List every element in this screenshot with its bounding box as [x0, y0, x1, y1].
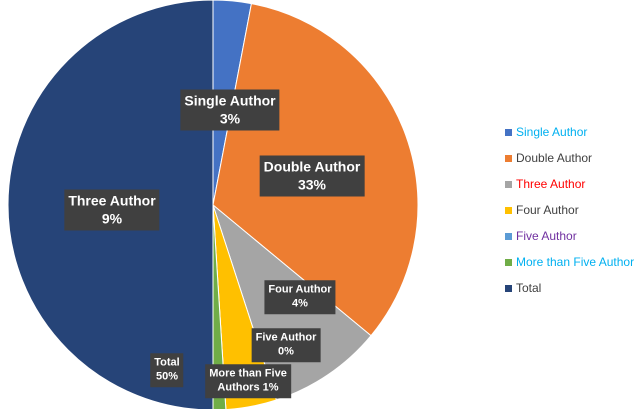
data-label-value-line: 33%: [264, 176, 361, 194]
data-label-value: 50%: [155, 370, 179, 382]
data-label: Four Author 4%: [264, 280, 336, 314]
legend-label: More than Five Author: [516, 255, 635, 269]
legend-swatch: [505, 129, 512, 136]
data-label: Double Author 33%: [259, 155, 365, 197]
data-label-name: Three Author: [68, 192, 156, 209]
data-label-value: 3%: [219, 110, 241, 126]
data-label-name: More than Five: [209, 367, 287, 380]
data-label-name-suffix: Authors: [217, 381, 260, 393]
data-label-value-line: Authors 1%: [209, 381, 287, 395]
legend-item: Five Author: [505, 229, 577, 243]
legend-swatch: [505, 233, 512, 240]
data-label-value-line: 9%: [68, 210, 155, 228]
data-label-name: Single Author: [184, 92, 276, 109]
legend-label: Double Author: [516, 151, 593, 165]
data-label-value-line: 50%: [154, 370, 179, 384]
legend-item: Single Author: [505, 125, 587, 139]
legend-label: Single Author: [516, 125, 588, 139]
pie-slice: [212, 204, 227, 409]
legend-item: More than Five Author: [505, 255, 634, 269]
legend-label: Four Author: [516, 203, 579, 217]
legend-swatch: [505, 285, 512, 292]
data-label: Five Author 0%: [251, 328, 321, 362]
legend-label: Five Author: [516, 229, 577, 243]
legend-item: Four Author: [505, 203, 579, 217]
legend-item: Double Author: [505, 151, 592, 165]
data-label-name: Five Author: [255, 331, 317, 344]
legend-label: Total: [516, 281, 542, 295]
data-label-value-line: 4%: [268, 297, 331, 311]
legend-label: Three Author: [516, 177, 586, 191]
data-label-value-line: 0%: [256, 345, 317, 359]
data-label: Three Author 9%: [64, 189, 160, 231]
data-label-name: Double Author: [263, 158, 361, 175]
data-label-value: 0%: [278, 345, 294, 357]
legend-swatch: [505, 181, 512, 188]
data-label-value: 4%: [292, 297, 308, 309]
data-label-name: Four Author: [268, 283, 332, 296]
legend-item: Three Author: [505, 177, 585, 191]
data-label: Total 50%: [150, 353, 184, 387]
legend-swatch: [505, 259, 512, 266]
data-label-value: 9%: [101, 210, 123, 226]
data-label: Single Author 3%: [180, 89, 280, 131]
data-label-value: 33%: [297, 176, 327, 192]
legend-item: Total: [505, 281, 541, 295]
data-label-value: 1%: [262, 381, 279, 393]
legend-swatch: [505, 155, 512, 162]
data-label-name: Total: [154, 356, 180, 369]
data-label-value-line: 3%: [184, 110, 275, 128]
legend-swatch: [505, 207, 512, 214]
data-label: More than Five Authors 1%: [205, 364, 291, 398]
